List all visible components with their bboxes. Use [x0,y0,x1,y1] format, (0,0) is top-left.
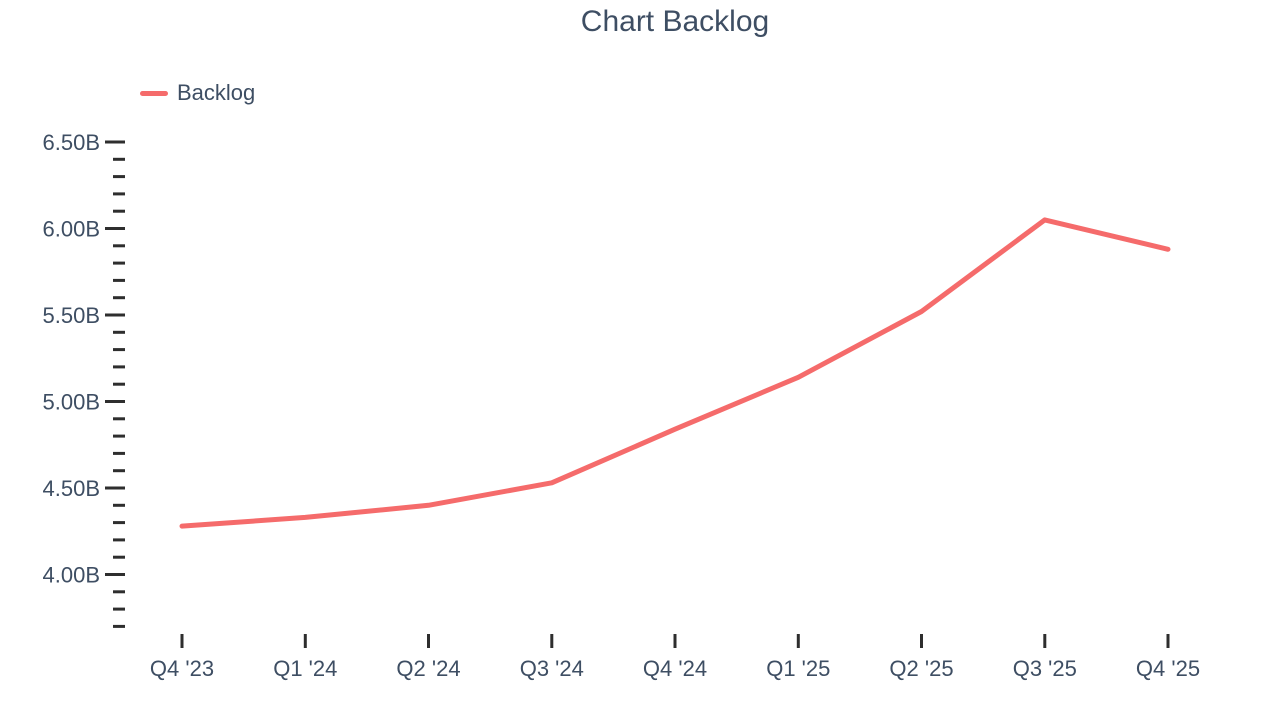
y-axis-label: 4.00B [43,563,101,588]
y-axis-tick-minor [113,521,125,525]
y-axis-label: 5.50B [43,303,101,328]
y-axis-tick-minor [113,434,125,438]
legend-label: Backlog [177,80,256,105]
legend-item-backlog[interactable]: Backlog [140,80,255,106]
y-axis-tick-minor [113,365,125,369]
x-axis-label: Q1 '25 [766,656,830,681]
y-axis-tick-minor [113,209,125,213]
x-axis-label: Q2 '25 [889,656,953,681]
x-axis-label: Q3 '25 [1013,656,1077,681]
x-axis-label: Q4 '23 [150,656,214,681]
x-axis-label: Q1 '24 [273,656,337,681]
y-axis-tick-minor [113,538,125,542]
x-axis-tick [920,634,923,648]
series-line-backlog[interactable] [179,217,1171,529]
y-axis-tick-minor [113,451,125,455]
y-axis-tick-minor [113,192,125,196]
y-axis-tick-minor [113,382,125,386]
y-axis-tick-minor [113,157,125,161]
legend-swatch-icon [140,90,168,96]
x-axis-label: Q2 '24 [396,656,460,681]
x-axis-tick [673,634,677,648]
x-axis-tick [427,634,430,648]
x-axis-tick [180,634,184,648]
y-axis-tick-minor [113,590,125,594]
y-axis-tick-minor [113,348,125,352]
x-axis-tick [550,634,554,648]
x-axis-tick [1166,634,1170,648]
y-axis-label: 5.00B [43,390,101,415]
y-axis-tick-minor [113,607,125,611]
y-axis-tick-minor [113,555,125,559]
x-axis-tick [303,634,307,648]
y-axis-tick-major [105,140,125,144]
y-axis-label: 6.00B [43,217,101,242]
y-axis-tick-major [105,227,125,230]
y-axis-tick-minor [113,278,125,282]
legend: Backlog [140,80,255,106]
y-axis-tick-minor [113,469,125,473]
y-axis-tick-minor [113,261,125,265]
y-axis-tick-minor [113,296,125,300]
y-axis-tick-major [105,573,125,576]
y-axis-tick-major [105,486,125,490]
x-axis-label: Q4 '24 [643,656,707,681]
x-axis-tick [1043,634,1047,648]
y-axis-label: 6.50B [43,130,101,155]
y-axis-tick-minor [113,624,125,628]
y-axis-tick-minor [113,503,125,507]
x-axis-label: Q3 '24 [520,656,584,681]
y-axis-tick-minor [113,330,125,334]
chart-title: Chart Backlog [580,5,770,38]
y-axis-tick-major [105,400,125,403]
x-axis-label: Q4 '25 [1136,656,1200,681]
y-axis-tick-minor [113,175,125,179]
y-axis-tick-minor [113,417,125,421]
x-axis-tick [796,634,800,648]
y-axis-tick-minor [113,244,125,248]
y-axis-tick-major [105,313,125,317]
y-axis-label: 4.50B [43,476,101,501]
